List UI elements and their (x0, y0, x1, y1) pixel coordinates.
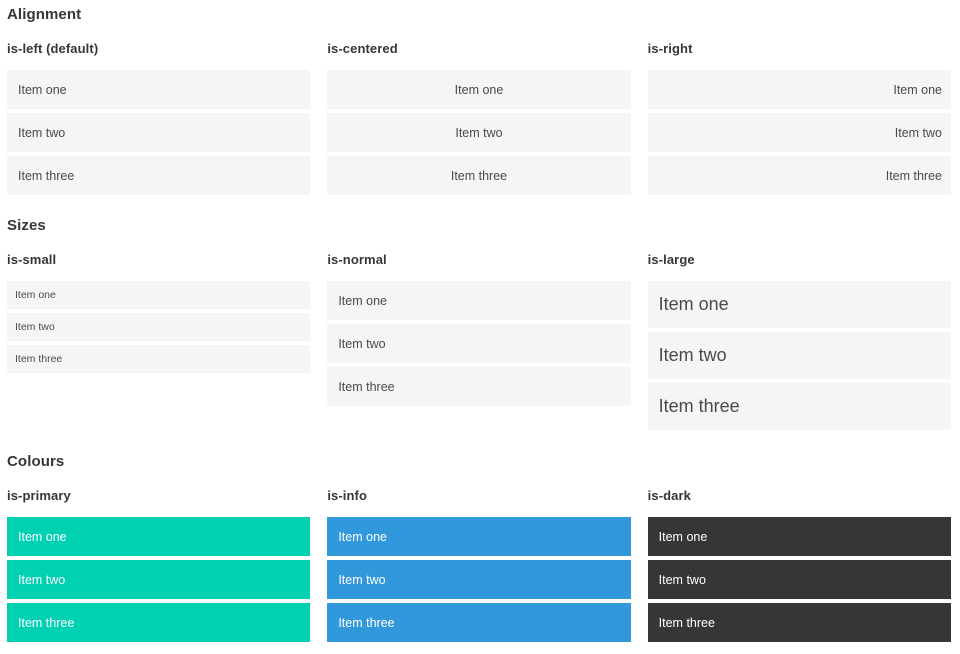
list-small: Item one Item two Item three (7, 281, 311, 373)
list-item-label: Item one (15, 289, 56, 301)
list-item[interactable]: Item one (327, 281, 631, 320)
list-item[interactable]: Item two (327, 113, 631, 152)
list-item[interactable]: Item three (327, 367, 631, 406)
list-item[interactable]: Item three (647, 603, 951, 642)
list-item[interactable]: Item two (327, 560, 631, 599)
colours-column-primary: is-primary Item one Item two Item three (7, 487, 311, 642)
list-item-label: Item one (658, 294, 729, 314)
column-title-is-left: is-left (default) (7, 41, 99, 56)
list-item[interactable]: Item two (7, 313, 311, 341)
list-left-aligned: Item one Item two Item three (7, 70, 311, 195)
column-title-is-normal: is-normal (327, 252, 387, 267)
list-item[interactable]: Item two (7, 113, 311, 152)
sizes-demo-row: is-small Item one Item two Item three is… (7, 251, 951, 430)
list-item-label: Item three (885, 168, 942, 183)
list-item-label: Item two (455, 125, 503, 140)
list-item[interactable]: Item three (327, 603, 631, 642)
column-title-is-centered: is-centered (327, 41, 398, 56)
list-right-aligned: Item one Item two Item three (647, 70, 951, 195)
list-item-label: Item two (658, 345, 727, 365)
list-item[interactable]: Item three (327, 156, 631, 195)
list-item-label: Item two (18, 125, 66, 140)
list-item[interactable]: Item two (7, 560, 311, 599)
colours-column-info: is-info Item one Item two Item three (327, 487, 631, 642)
list-item-label: Item one (658, 529, 708, 544)
list-item-label: Item one (18, 529, 67, 544)
list-item-label: Item three (18, 615, 75, 630)
list-item-label: Item two (338, 572, 386, 587)
list-item-label: Item one (454, 82, 504, 97)
list-dark: Item one Item two Item three (647, 517, 951, 642)
list-item[interactable]: Item one (7, 281, 311, 309)
list-item[interactable]: Item two (647, 332, 951, 379)
colours-column-dark: is-dark Item one Item two Item three (647, 487, 951, 642)
list-item[interactable]: Item one (647, 70, 951, 109)
list-large: Item one Item two Item three (647, 281, 951, 430)
list-item[interactable]: Item three (647, 383, 951, 430)
list-item-label: Item one (338, 529, 387, 544)
list-item[interactable]: Item one (327, 517, 631, 556)
list-item-label: Item three (450, 168, 508, 183)
alignment-column-left: is-left (default) Item one Item two Item… (7, 40, 311, 195)
list-item-label: Item three (338, 379, 395, 394)
list-info: Item one Item two Item three (327, 517, 631, 642)
sizes-column-small: is-small Item one Item two Item three (7, 251, 311, 373)
alignment-column-centered: is-centered Item one Item two Item three (327, 40, 631, 195)
alignment-demo-row: is-left (default) Item one Item two Item… (7, 40, 951, 195)
list-item-label: Item three (15, 353, 63, 365)
list-item-label: Item three (658, 396, 740, 416)
column-title-is-dark: is-dark (647, 488, 691, 503)
sizes-column-large: is-large Item one Item two Item three (647, 251, 951, 430)
alignment-column-right: is-right Item one Item two Item three (647, 40, 951, 195)
column-title-is-large: is-large (647, 252, 695, 267)
column-title-is-primary: is-primary (7, 488, 71, 503)
sizes-column-normal: is-normal Item one Item two Item three (327, 251, 631, 406)
list-item[interactable]: Item two (327, 324, 631, 363)
column-title-is-right: is-right (647, 41, 693, 56)
list-normal: Item one Item two Item three (327, 281, 631, 406)
list-item-label: Item three (18, 168, 75, 183)
list-item[interactable]: Item one (7, 517, 311, 556)
list-item[interactable]: Item three (7, 345, 311, 373)
colours-demo-row: is-primary Item one Item two Item three … (7, 487, 951, 642)
list-item-label: Item two (894, 125, 942, 140)
list-item-label: Item two (338, 336, 386, 351)
list-item-label: Item one (338, 293, 387, 308)
list-centered: Item one Item two Item three (327, 70, 631, 195)
column-title-is-small: is-small (7, 252, 57, 267)
list-item-label: Item one (18, 82, 67, 97)
list-item[interactable]: Item one (647, 281, 951, 328)
list-item-label: Item two (15, 321, 55, 333)
list-item[interactable]: Item one (7, 70, 311, 109)
list-item[interactable]: Item one (647, 517, 951, 556)
section-title-colours: Colours (7, 453, 65, 470)
list-item[interactable]: Item three (647, 156, 951, 195)
list-item-label: Item two (18, 572, 66, 587)
list-item-label: Item three (338, 615, 395, 630)
section-title-alignment: Alignment (7, 6, 82, 23)
list-item-label: Item one (893, 82, 942, 97)
column-title-is-info: is-info (327, 488, 368, 503)
list-item[interactable]: Item three (7, 603, 311, 642)
list-primary: Item one Item two Item three (7, 517, 311, 642)
list-item[interactable]: Item three (7, 156, 311, 195)
list-item[interactable]: Item two (647, 560, 951, 599)
list-item-label: Item three (658, 615, 715, 630)
list-item-label: Item two (658, 572, 706, 587)
section-title-sizes: Sizes (7, 217, 46, 234)
list-item[interactable]: Item two (647, 113, 951, 152)
list-item[interactable]: Item one (327, 70, 631, 109)
